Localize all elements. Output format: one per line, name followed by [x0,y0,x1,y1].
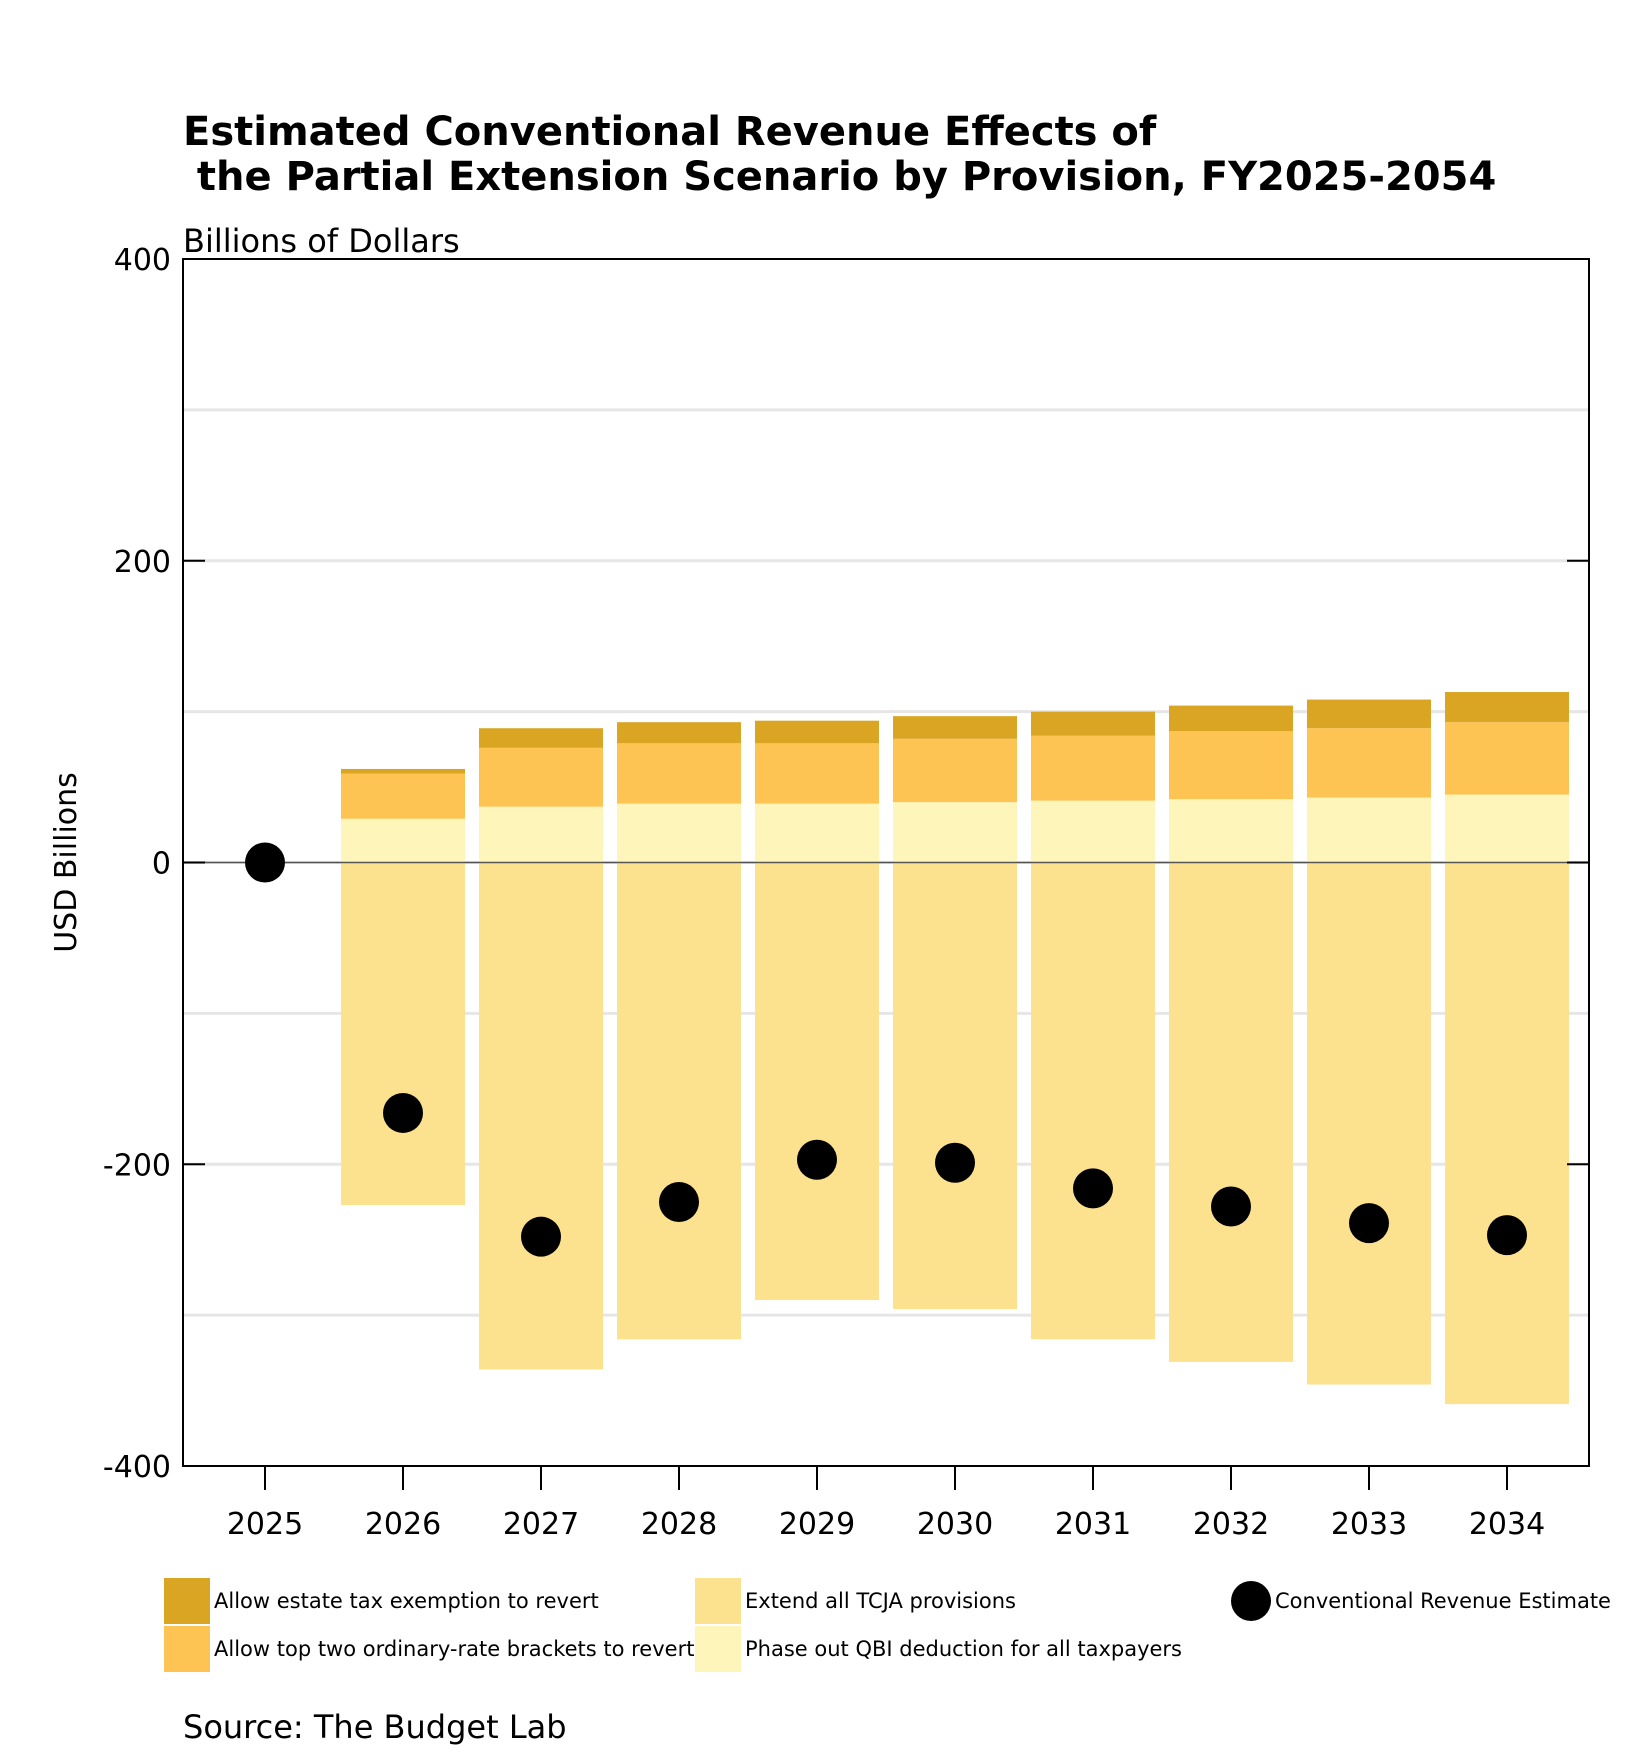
bar-segment [1169,799,1293,863]
bar-segment [1445,862,1569,1405]
x-tick-label: 2029 [779,1507,855,1542]
bar-segment [1031,735,1155,801]
data-point [1349,1203,1389,1244]
bar-segment [1307,728,1431,798]
x-tick-label: 2026 [365,1507,441,1542]
legend-swatch-estate [164,1578,210,1624]
y-tick-label: 400 [114,243,171,278]
source-note: Source: The Budget Lab [183,1708,567,1746]
legend-swatch-tcja [695,1578,741,1624]
data-point [1487,1215,1527,1256]
bar-segment [1031,800,1155,863]
x-tick-label: 2025 [227,1507,303,1542]
legend-label-tcja: Extend all TCJA provisions [745,1589,1016,1613]
x-tick-label: 2028 [641,1507,717,1542]
legend-label-qbi: Phase out QBI deduction for all taxpayer… [745,1637,1183,1661]
legend-swatch-brackets [164,1626,210,1672]
bar-segment [893,862,1017,1310]
bar-segment [1169,705,1293,732]
legend-swatch-qbi [695,1626,741,1672]
bar-segment [341,773,465,819]
bar-segment [1169,731,1293,800]
legend-item-tcja: Extend all TCJA provisions [695,1578,1016,1624]
bar-segment [479,862,603,1370]
legend-item-estimate: Conventional Revenue Estimate [1228,1581,1611,1621]
data-point [659,1181,699,1222]
legend-label-brackets: Allow top two ordinary-rate brackets to … [214,1637,695,1661]
x-tick-label: 2027 [503,1507,579,1542]
bar-segment [341,862,465,1205]
bar-segment [893,716,1017,739]
y-tick-label: -400 [103,1450,171,1485]
bar-segment [1445,794,1569,863]
bar-segment [1031,711,1155,736]
bar-segment [755,720,879,744]
x-tick-label: 2034 [1469,1507,1545,1542]
y-tick-label: 200 [114,545,171,580]
bar-segment [341,768,465,774]
bar-segment [1307,699,1431,729]
data-point [521,1216,561,1257]
legend-item-qbi: Phase out QBI deduction for all taxpayer… [695,1626,1182,1672]
data-point [935,1142,975,1183]
chart-subtitle: Billions of Dollars [183,222,460,260]
legend-item-brackets: Allow top two ordinary-rate brackets to … [164,1626,694,1672]
x-tick-label: 2032 [1193,1507,1269,1542]
x-tick-label: 2031 [1055,1507,1131,1542]
bar-segment [1031,862,1155,1340]
chart-title: Estimated Conventional Revenue Effects o… [183,109,1497,200]
data-point [245,842,285,883]
x-tick-label: 2030 [917,1507,993,1542]
bar-segment [617,803,741,863]
bar-segment [1169,862,1293,1362]
data-point [383,1092,423,1133]
legend-dot-estimate [1231,1581,1271,1621]
bar-segment [893,738,1017,803]
bar-segment [1445,722,1569,795]
bar-segment [1445,692,1569,723]
legend-label-estimate: Conventional Revenue Estimate [1275,1589,1611,1613]
bar-segment [617,722,741,744]
bar-segment [341,818,465,863]
bar-segment [479,806,603,863]
y-tick-label: 0 [152,847,171,882]
data-point [797,1139,837,1180]
legend-label-estate: Allow estate tax exemption to revert [214,1589,599,1613]
data-point [1211,1186,1251,1227]
x-tick-label: 2033 [1331,1507,1407,1542]
bar-segment [1307,797,1431,863]
y-axis-label: USD Billions [49,772,84,953]
bar-segment [617,743,741,804]
bar-segment [755,803,879,863]
bar-segment [755,743,879,804]
legend-item-estate: Allow estate tax exemption to revert [164,1578,599,1624]
bar-segment [893,802,1017,863]
bar-segment [755,862,879,1301]
bar-segment [479,728,603,748]
bar-segment [479,747,603,807]
y-tick-label: -200 [103,1148,171,1183]
bar-segment [617,862,741,1340]
bar-segment [1307,862,1431,1385]
data-point [1073,1168,1113,1209]
